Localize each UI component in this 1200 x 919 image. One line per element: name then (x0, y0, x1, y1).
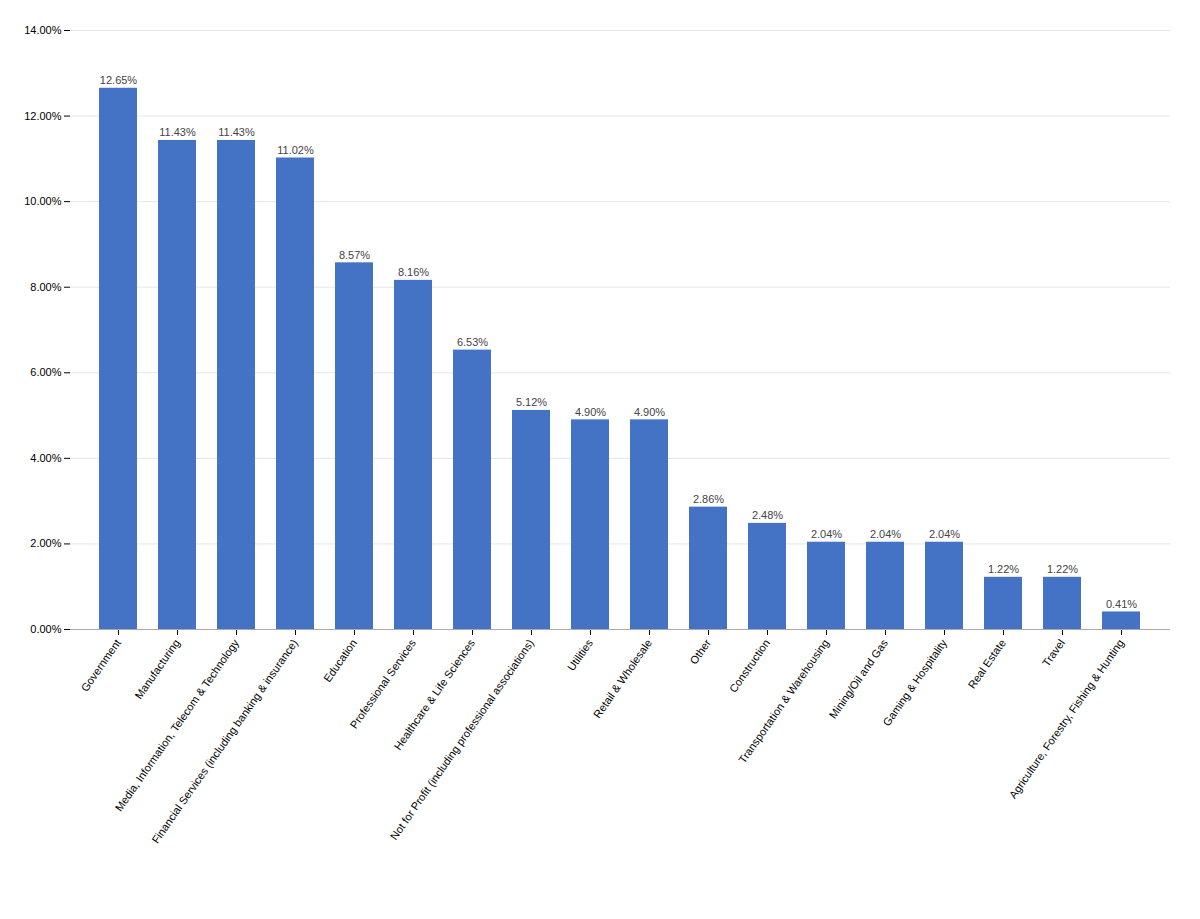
svg-text:8.57%: 8.57% (339, 249, 370, 261)
svg-text:6.53%: 6.53% (457, 336, 488, 348)
svg-text:Retail & Wholesale: Retail & Wholesale (591, 637, 654, 720)
svg-text:2.04%: 2.04% (811, 528, 842, 540)
svg-text:2.04%: 2.04% (929, 528, 960, 540)
svg-text:4.00%: 4.00% (30, 452, 61, 464)
svg-text:Education: Education (321, 637, 359, 684)
svg-text:2.48%: 2.48% (752, 509, 783, 521)
svg-text:10.00%: 10.00% (24, 195, 62, 207)
svg-text:Travel: Travel (1040, 637, 1067, 669)
svg-text:14.00%: 14.00% (24, 24, 62, 36)
svg-text:11.43%: 11.43% (159, 126, 196, 138)
svg-text:Construction: Construction (727, 637, 772, 694)
svg-text:Manufacturing: Manufacturing (132, 637, 182, 701)
svg-text:Healthcare & Life Sciences: Healthcare & Life Sciences (391, 637, 477, 753)
svg-text:0.00%: 0.00% (30, 623, 61, 635)
svg-text:Transportation & Warehousing: Transportation & Warehousing (736, 637, 831, 765)
svg-text:Other: Other (687, 637, 713, 667)
svg-text:Gaming & Hospitality: Gaming & Hospitality (880, 637, 949, 728)
svg-text:Media, Information, Telecom &: Media, Information, Telecom & Technology (113, 637, 242, 814)
svg-text:Real Estate: Real Estate (966, 637, 1008, 690)
svg-text:Agriculture, Forestry, Fishing: Agriculture, Forestry, Fishing & Hunting (1007, 637, 1126, 800)
svg-text:2.04%: 2.04% (870, 528, 901, 540)
svg-text:Not for Profit (including prof: Not for Profit (including professional a… (388, 637, 536, 842)
svg-text:11.43%: 11.43% (218, 126, 255, 138)
svg-text:6.00%: 6.00% (30, 366, 61, 378)
svg-text:12.00%: 12.00% (24, 110, 62, 122)
svg-text:1.22%: 1.22% (988, 563, 1019, 575)
svg-text:8.16%: 8.16% (398, 266, 429, 278)
svg-text:Utilities: Utilities (565, 637, 595, 673)
svg-text:4.90%: 4.90% (575, 406, 606, 418)
svg-text:2.00%: 2.00% (30, 537, 61, 549)
svg-text:4.90%: 4.90% (634, 406, 665, 418)
svg-text:Government: Government (78, 637, 123, 693)
svg-text:8.00%: 8.00% (30, 281, 61, 293)
svg-text:5.12%: 5.12% (516, 396, 547, 408)
svg-text:12.65%: 12.65% (100, 74, 138, 86)
svg-text:11.02%: 11.02% (277, 144, 314, 156)
svg-text:Mining/Oil and Gas: Mining/Oil and Gas (827, 637, 891, 721)
svg-text:1.22%: 1.22% (1047, 563, 1078, 575)
svg-text:Financial Services (including: Financial Services (including banking & … (149, 637, 300, 845)
svg-text:Professional Services: Professional Services (348, 637, 419, 731)
svg-text:2.86%: 2.86% (693, 493, 724, 505)
svg-text:0.41%: 0.41% (1106, 598, 1137, 610)
